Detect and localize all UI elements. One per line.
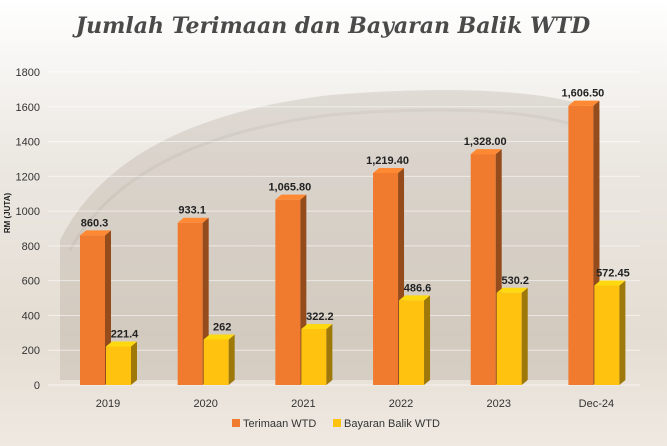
legend-swatch — [232, 419, 240, 427]
legend-item: Terimaan WTD — [232, 418, 316, 430]
y-axis-label: RM (JUTA) — [3, 193, 12, 234]
legend-swatch — [333, 419, 341, 427]
y-axis-ticks: 0 200 400 600 800 1000 1200 1400 1600 1800 — [16, 67, 40, 392]
x-tick-label: 2023 — [486, 398, 510, 410]
bar-terimaan-2021 — [275, 194, 307, 385]
x-tick-label: 2022 — [389, 398, 413, 410]
legend: Terimaan WTD Bayaran Balik WTD — [232, 418, 440, 430]
data-label: 1,606.50 — [561, 88, 604, 100]
bar-bayaran-2023 — [496, 287, 528, 385]
bar-bayaran-2022 — [399, 295, 431, 385]
y-tick-label: 1600 — [16, 102, 40, 114]
gridlines — [48, 71, 640, 386]
data-label: 486.6 — [404, 282, 432, 294]
legend-label: Bayaran Balik WTD — [344, 418, 440, 430]
data-label: 1,065.80 — [268, 182, 311, 194]
legend-label: Terimaan WTD — [243, 418, 316, 430]
data-label: 572.45 — [596, 267, 630, 279]
chart-title: Jumlah Terimaan dan Bayaran Balik WTD — [72, 13, 591, 39]
y-tick-label: 200 — [22, 345, 40, 357]
y-tick-label: 600 — [22, 276, 40, 288]
y-tick-label: 1200 — [16, 171, 40, 183]
y-tick-label: 400 — [22, 310, 40, 322]
data-label: 262 — [213, 321, 231, 333]
data-label: 530.2 — [501, 275, 529, 287]
y-tick-label: 1000 — [16, 206, 40, 218]
data-label: 322.2 — [306, 311, 334, 323]
bar-bayaran-2019 — [106, 341, 137, 385]
x-tick-label: Dec-24 — [579, 398, 614, 410]
bar-bayaran-2020 — [203, 334, 235, 385]
data-label: 933.1 — [178, 205, 206, 217]
y-tick-label: 800 — [22, 241, 40, 253]
legend-item: Bayaran Balik WTD — [333, 418, 440, 430]
data-label: 1,219.40 — [366, 155, 409, 167]
bars — [80, 100, 626, 386]
y-tick-label: 0 — [34, 380, 40, 392]
data-labels: 860.3 221.4 933.1 262 1,065.80 322.2 1,219.40 4… — [81, 88, 630, 341]
bar-bayaran-Dec-24 — [594, 280, 626, 385]
data-label: 860.3 — [81, 217, 109, 229]
bar-bayaran-2021 — [301, 323, 333, 385]
x-axis-ticks: 2019 2020 2021 2022 2023 Dec-24 — [96, 398, 614, 410]
y-tick-label: 1800 — [16, 67, 40, 79]
x-tick-label: 2019 — [96, 398, 120, 410]
data-label: 221.4 — [111, 329, 139, 341]
y-tick-label: 1400 — [16, 137, 40, 149]
x-tick-label: 2020 — [193, 398, 217, 410]
data-label: 1,328.00 — [464, 136, 507, 148]
x-tick-label: 2021 — [291, 398, 315, 410]
